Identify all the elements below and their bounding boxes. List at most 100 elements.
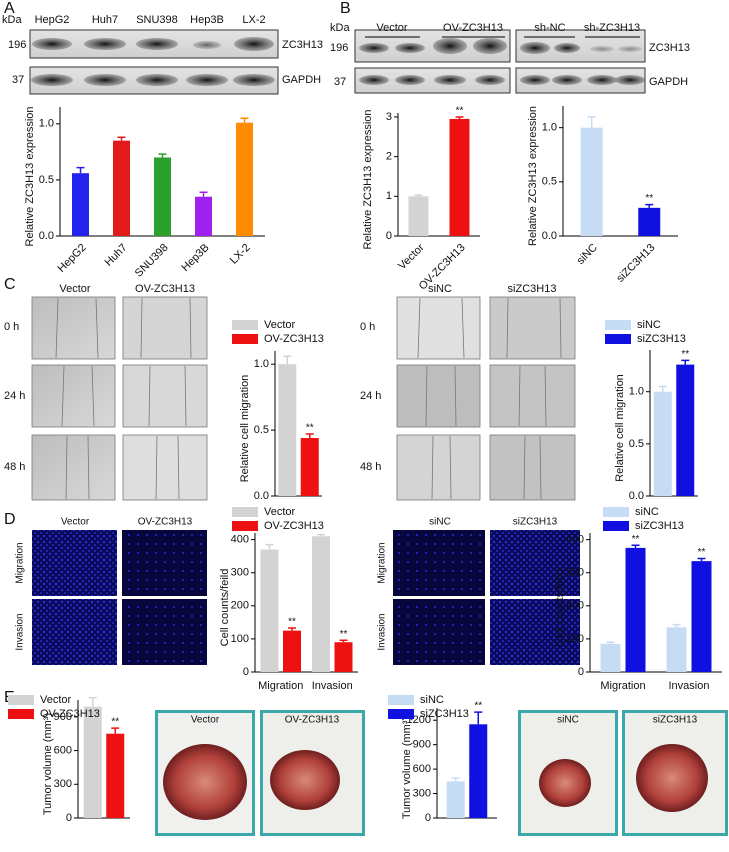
- bar: [449, 118, 470, 236]
- column-label: Vector: [59, 283, 91, 295]
- lane-label: SNU398: [136, 14, 178, 26]
- panel-label: D: [4, 511, 16, 528]
- legend-swatch: [232, 320, 258, 330]
- significance-label: **: [681, 349, 689, 360]
- panel-label: A: [4, 0, 15, 17]
- legend-swatch: [603, 521, 629, 531]
- group-label: OV-ZC3H13: [443, 22, 503, 34]
- protein-label: ZC3H13: [649, 42, 690, 54]
- error-bar: [587, 116, 596, 128]
- bar: [334, 642, 353, 672]
- y-tick-label: 1.0: [629, 386, 644, 398]
- legend-swatch: [388, 709, 414, 719]
- significance-label: **: [456, 106, 464, 117]
- labels: A B C D E kDa HepG2 Huh7 SNU398 Hep3B LX…: [2, 0, 698, 725]
- significance-label: **: [645, 193, 653, 204]
- bar: [312, 536, 330, 672]
- error-bar: [658, 385, 667, 392]
- x-tick-label: Invasion: [669, 680, 710, 692]
- legend-swatch: [232, 507, 258, 517]
- column-label: siZC3H13: [508, 283, 557, 295]
- protein-label: ZC3H13: [282, 39, 323, 51]
- row-label: Migration: [15, 542, 26, 583]
- error-bar: [697, 557, 706, 562]
- y-tick-label: 100: [231, 633, 249, 645]
- y-axis-label: Relative cell migration: [614, 374, 626, 482]
- y-tick-label: 0: [578, 666, 584, 678]
- x-tick-label: siNC: [575, 242, 600, 267]
- y-tick-label: 1.0: [39, 118, 54, 130]
- legend-swatch: [8, 695, 34, 705]
- y-tick-label: 2: [386, 151, 392, 163]
- x-tick-label: Migration: [258, 680, 303, 692]
- column-label: siZC3H13: [513, 517, 558, 528]
- legend-label: siZC3H13: [635, 520, 684, 532]
- row-label: 48 h: [360, 461, 381, 473]
- y-tick-label: 0.0: [629, 490, 644, 502]
- error-bar: [681, 359, 690, 365]
- legend-label: siZC3H13: [637, 333, 686, 345]
- x-tick-label: Vector: [396, 241, 427, 272]
- x-tick-label: Invasion: [312, 680, 353, 692]
- legend-swatch: [8, 709, 34, 719]
- image-label: Vector: [191, 715, 220, 726]
- y-tick-label: 0: [386, 230, 392, 242]
- legend-label: OV-ZC3H13: [264, 520, 324, 532]
- scratch-images: [31, 296, 576, 501]
- y-axis-label: Tumor volume (mm³): [42, 713, 54, 815]
- y-tick-label: 0.0: [542, 230, 557, 242]
- error-bar: [455, 116, 464, 119]
- y-tick-label: 300: [54, 778, 72, 790]
- bar: [625, 547, 646, 672]
- bar: [113, 140, 130, 236]
- y-tick-label: 300: [566, 567, 584, 579]
- panel-label: B: [340, 0, 351, 17]
- row-label: Invasion: [15, 613, 26, 650]
- group-label: sh-ZC3H13: [584, 22, 640, 34]
- legend-swatch: [605, 320, 631, 330]
- bar: [106, 733, 125, 818]
- row-label: Migration: [377, 542, 388, 583]
- protein-label: GAPDH: [282, 74, 321, 86]
- error-bar: [283, 355, 292, 365]
- row-label: 24 h: [4, 390, 25, 402]
- bar: [278, 364, 297, 496]
- y-tick-label: 0.5: [542, 176, 557, 188]
- y-tick-label: 0.0: [254, 490, 269, 502]
- error-bar: [672, 623, 681, 628]
- marker-label: 37: [12, 74, 24, 86]
- lane-label: Hep3B: [190, 14, 224, 26]
- bar: [676, 364, 695, 496]
- legend-swatch: [605, 334, 631, 344]
- marker-label: 196: [8, 39, 26, 51]
- error-bar: [265, 543, 274, 550]
- y-tick-label: 600: [413, 763, 431, 775]
- error-bar: [474, 711, 483, 725]
- bar: [691, 561, 712, 672]
- column-label: OV-ZC3H13: [135, 283, 195, 295]
- bar: [580, 127, 603, 236]
- row-label: 0 h: [4, 321, 19, 333]
- error-bar: [111, 727, 120, 734]
- fluorescence-images: [32, 530, 580, 665]
- y-tick-label: 3: [386, 111, 392, 123]
- bar: [236, 122, 253, 236]
- legend-label: Vector: [264, 319, 296, 331]
- x-tick-label: HepG2: [56, 242, 89, 275]
- legend-label: OV-ZC3H13: [40, 708, 100, 720]
- row-label: 48 h: [4, 461, 25, 473]
- legend-label: siNC: [635, 506, 659, 518]
- y-tick-label: 300: [413, 787, 431, 799]
- y-tick-label: 200: [566, 600, 584, 612]
- error-bar: [414, 194, 423, 197]
- legend-label: Vector: [264, 506, 296, 518]
- y-tick-label: 0.5: [254, 424, 269, 436]
- column-label: OV-ZC3H13: [138, 517, 193, 528]
- legend-swatch: [388, 695, 414, 705]
- y-tick-label: 0: [66, 812, 72, 824]
- bar: [653, 391, 672, 496]
- legend-swatch: [603, 507, 629, 517]
- legend-label: siNC: [420, 694, 444, 706]
- marker-label: 37: [334, 76, 346, 88]
- kda-label: kDa: [330, 22, 350, 34]
